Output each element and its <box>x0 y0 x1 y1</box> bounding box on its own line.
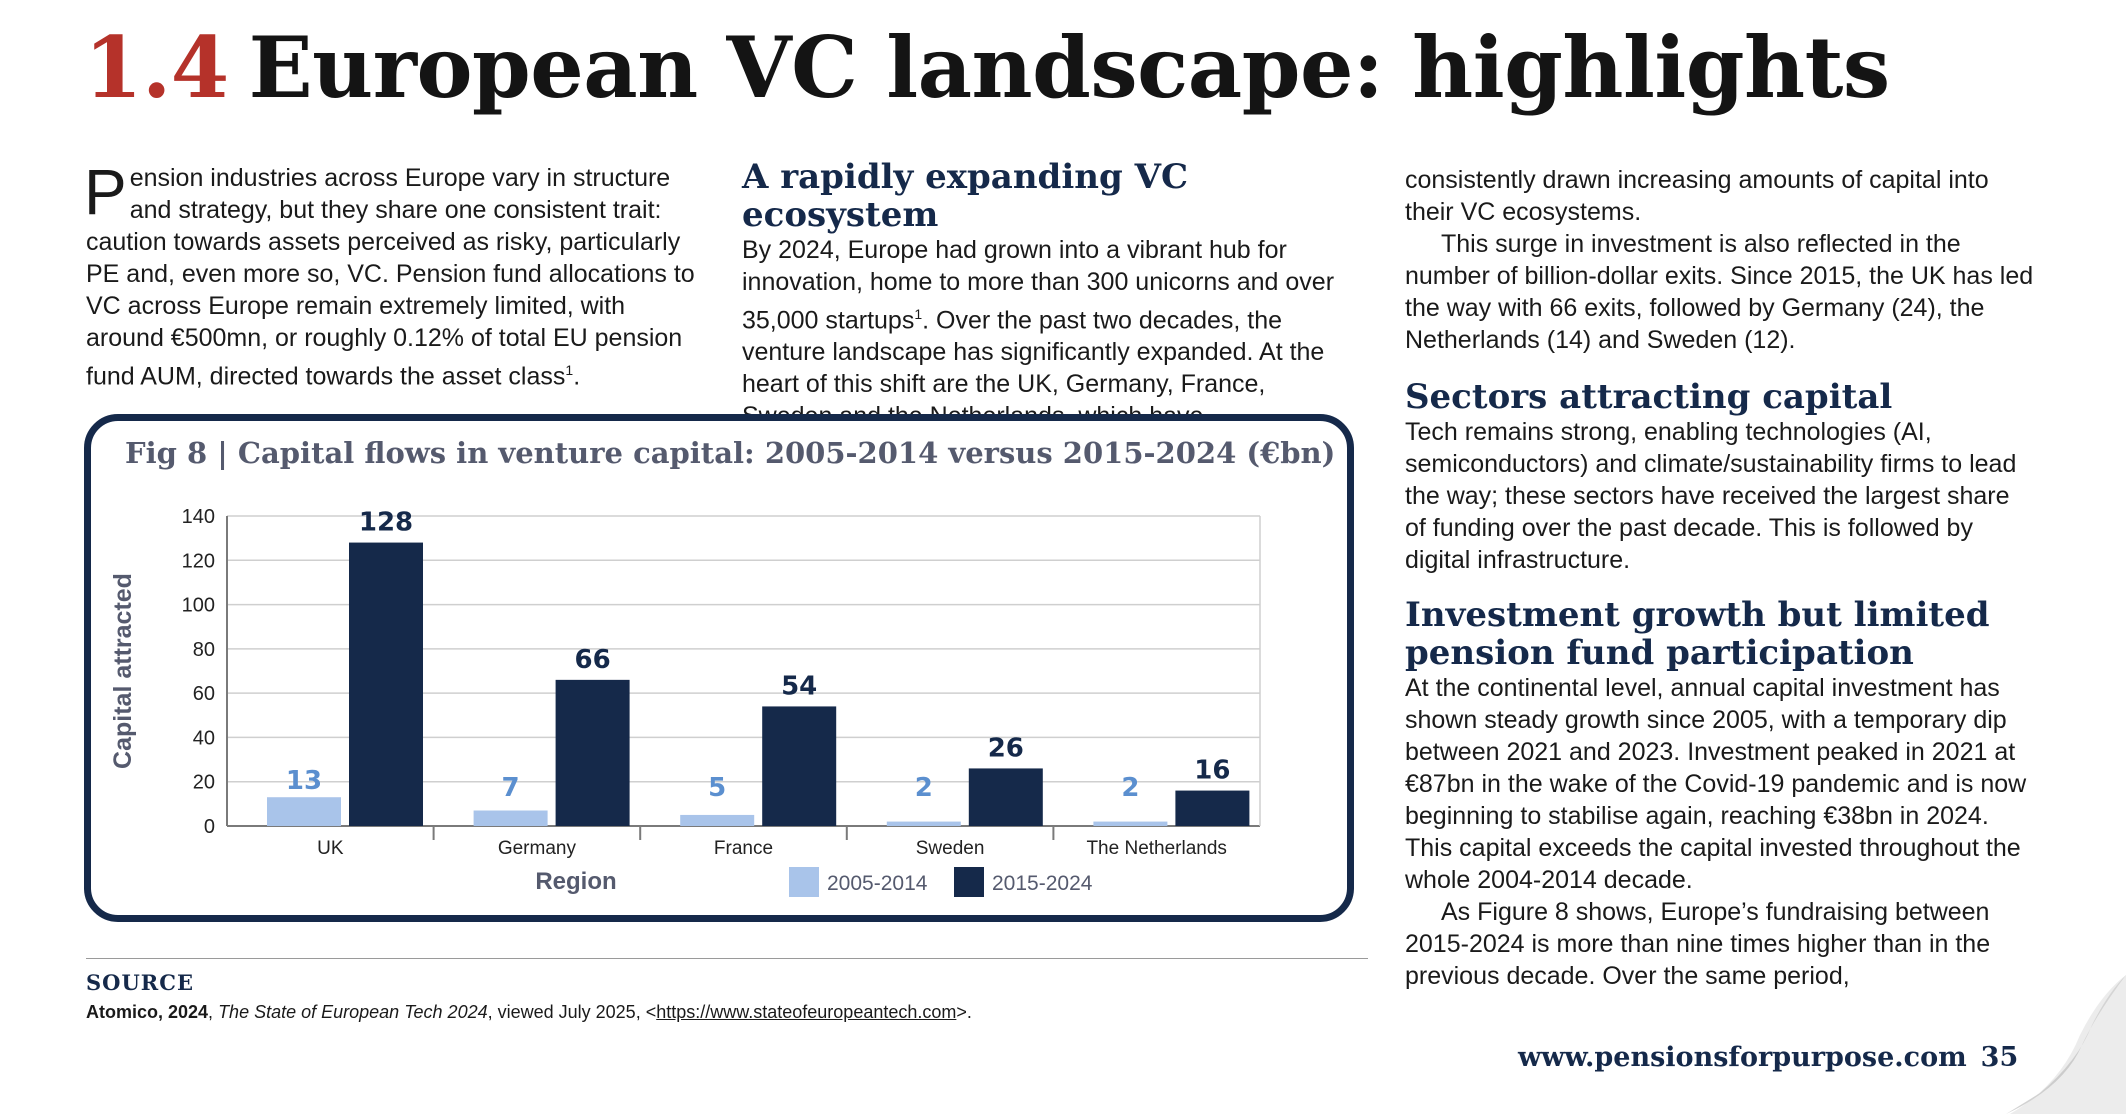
x-tick-label: France <box>714 838 773 859</box>
y-tick-label: 40 <box>193 727 215 749</box>
bar-2005-2014 <box>680 814 755 826</box>
bar-2005-2014 <box>267 797 341 826</box>
growth-paragraph: At the continental level, annual capital… <box>1405 674 2027 894</box>
ecosystem-paragraph: By 2024, Europe had grown into a vibrant… <box>742 234 1354 432</box>
ecosystem-text-a: By 2024, Europe had grown into a vibrant… <box>742 236 1335 335</box>
x-tick-label: The Netherlands <box>1086 838 1226 859</box>
title-text: European VC landscape: highlights <box>248 18 1891 117</box>
intro-end: . <box>573 362 581 391</box>
fundraising-paragraph: As Figure 8 shows, Europe’s fundraising … <box>1405 898 1991 990</box>
bar-2015-2024 <box>1175 790 1250 826</box>
source-close: >. <box>956 1002 972 1022</box>
bar-2015-2024 <box>968 768 1043 826</box>
source-link[interactable]: https://www.stateofeuropeantech.com <box>656 1002 957 1022</box>
exits-paragraph: This surge in investment is also reflect… <box>1405 230 2034 354</box>
bar-2005-2014 <box>473 810 548 826</box>
bar-2005-2014 <box>1093 821 1168 826</box>
y-tick-label: 140 <box>182 506 215 528</box>
divider-line <box>86 958 1368 959</box>
footer-url[interactable]: www.pensionsforpurpose.com <box>1518 1042 1967 1073</box>
bar-2015-2024 <box>762 706 837 826</box>
figure-8-chart: Fig 8 | Capital flows in venture capital… <box>84 414 1354 922</box>
page-footer: www.pensionsforpurpose.com 35 <box>1518 1042 2018 1073</box>
legend-label: 2005-2014 <box>827 872 928 895</box>
chart-canvas: Fig 8 | Capital flows in venture capital… <box>109 436 1335 897</box>
source-citation: Atomico, 2024, The State of European Tec… <box>86 1002 972 1022</box>
data-label: 66 <box>575 645 611 675</box>
growth-heading: Investment growth but limited pension fu… <box>1405 595 1990 673</box>
y-tick-label: 0 <box>204 816 215 838</box>
footnote-ref: 1 <box>565 362 574 378</box>
sectors-paragraph: Tech remains strong, enabling technologi… <box>1405 418 2017 574</box>
legend-label: 2015-2024 <box>992 872 1093 895</box>
source-work: The State of European Tech 2024 <box>218 1002 488 1022</box>
data-label: 2 <box>915 773 933 803</box>
chart-title: Fig 8 | Capital flows in venture capital… <box>125 436 1335 470</box>
data-label: 2 <box>1121 773 1139 803</box>
bar-2005-2014 <box>886 821 961 826</box>
intro-text: ension industries across Europe vary in … <box>86 164 695 391</box>
y-tick-label: 100 <box>182 595 215 617</box>
bar-2015-2024 <box>349 542 423 826</box>
bar-2015-2024 <box>555 679 630 826</box>
continuation-paragraph: consistently drawn increasing amounts of… <box>1405 166 1989 226</box>
section-number: 1.4 <box>84 18 229 117</box>
legend-swatch <box>789 867 819 897</box>
source-viewed: , viewed July 2025, < <box>487 1002 657 1022</box>
x-tick-label: Germany <box>498 838 577 859</box>
source-heading: SOURCE <box>86 970 194 995</box>
data-label: 5 <box>708 773 726 803</box>
x-tick-label: Sweden <box>916 838 985 859</box>
ecosystem-heading: A rapidly expanding VC ecosystem <box>742 157 1189 235</box>
x-tick-label: UK <box>317 838 344 859</box>
data-label: 7 <box>502 773 520 803</box>
page-title: 1.4 European VC landscape: highlights <box>84 18 1890 117</box>
legend-swatch <box>954 867 984 897</box>
sectors-heading: Sectors attracting capital <box>1405 377 1893 417</box>
data-label: 13 <box>286 766 322 796</box>
data-label: 26 <box>988 733 1024 763</box>
ecosystem-column: A rapidly expanding VC ecosystem By 2024… <box>742 158 1354 432</box>
y-tick-label: 20 <box>193 772 215 794</box>
page-number: 35 <box>1980 1042 2019 1073</box>
y-tick-label: 80 <box>193 639 215 661</box>
y-tick-label: 60 <box>193 683 215 705</box>
ecosystem-text-b: . Over the past two decades, the venture… <box>742 306 1325 430</box>
footnote-ref: 1 <box>914 306 923 322</box>
page-curl-icon <box>2006 975 2126 1114</box>
data-label: 128 <box>359 508 413 538</box>
right-column: consistently drawn increasing amounts of… <box>1405 164 2035 992</box>
y-axis-title: Capital attracted <box>109 573 137 769</box>
x-axis-title: Region <box>535 868 616 895</box>
y-tick-label: 120 <box>182 550 215 572</box>
data-label: 16 <box>1194 756 1230 786</box>
data-label: 54 <box>781 671 817 701</box>
drop-cap: P <box>84 156 127 228</box>
source-author: Atomico, 2024 <box>86 1002 209 1022</box>
